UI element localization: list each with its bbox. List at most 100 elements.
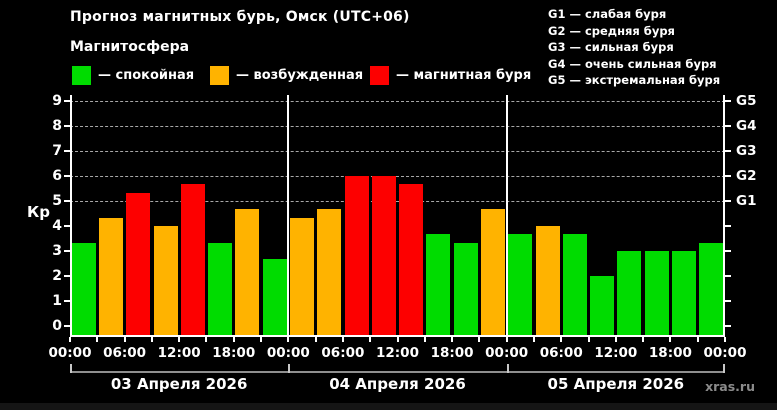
y-axis-tick xyxy=(64,300,70,302)
y-axis-tick xyxy=(64,325,70,327)
x-axis-minor-tick xyxy=(123,337,126,342)
date-axis-tick xyxy=(288,364,291,373)
kp-bar xyxy=(126,192,151,337)
x-axis-minor-tick xyxy=(314,337,317,342)
chart-title: Прогноз магнитных бурь, Омск (UTC+06) xyxy=(70,9,410,25)
kp-bar xyxy=(672,251,697,337)
kp-level-legend: — спокойная — возбужденная — магнитная бур… xyxy=(0,65,777,85)
y-axis-tick-label: 7 xyxy=(52,143,62,159)
kp-bar xyxy=(317,209,342,337)
y-axis-tick xyxy=(64,225,70,227)
y-axis-title: Кр xyxy=(27,203,50,221)
x-axis-minor-tick xyxy=(260,337,263,342)
legend-label: — возбужденная xyxy=(236,67,364,83)
x-axis-minor-tick xyxy=(232,337,235,342)
y-axis-tick xyxy=(64,125,70,127)
kp-bar xyxy=(617,251,642,337)
g-legend-item: G4 — очень сильная буря xyxy=(548,56,717,71)
y-axis-tick-label: 8 xyxy=(52,118,62,134)
y-axis-tick xyxy=(64,150,70,152)
x-axis-minor-tick xyxy=(614,337,617,342)
y-axis-tick xyxy=(64,200,70,202)
legend-swatch-excited xyxy=(210,65,229,85)
site-watermark: xras.ru xyxy=(705,379,755,394)
y-axis-tick-label: 3 xyxy=(52,243,62,259)
y-axis-tick xyxy=(725,200,731,202)
x-axis-tick-label: 00:00 xyxy=(48,345,92,361)
kp-bar xyxy=(562,234,587,337)
x-axis-tick-label: 12:00 xyxy=(594,345,638,361)
x-axis-tick-label: 06:00 xyxy=(103,345,147,361)
y-axis-tick xyxy=(64,250,70,252)
x-axis-minor-tick xyxy=(696,337,699,342)
date-label: 05 Апреля 2026 xyxy=(547,375,685,393)
kp-bar xyxy=(208,242,233,337)
g-legend-item: G1 — слабая буря xyxy=(548,7,667,21)
magnetosphere-label: Магнитосфера xyxy=(70,39,190,55)
x-axis-tick-label: 00:00 xyxy=(703,345,747,361)
x-axis-minor-tick xyxy=(205,337,208,342)
x-axis-minor-tick xyxy=(642,337,645,342)
x-axis-minor-tick xyxy=(669,337,672,342)
x-axis-tick-label: 12:00 xyxy=(157,345,201,361)
kp-bar xyxy=(262,259,287,337)
y-axis-tick xyxy=(725,125,731,127)
kp-bar xyxy=(235,209,260,337)
x-axis-tick-label: 00:00 xyxy=(485,345,529,361)
gridline-kp7 xyxy=(70,151,725,152)
kp-bar xyxy=(153,226,178,337)
y-axis-tick xyxy=(725,100,731,102)
g-scale-label-g1: G1 xyxy=(736,193,757,209)
date-label: 03 Апреля 2026 xyxy=(110,375,248,393)
x-axis-minor-tick xyxy=(369,337,372,342)
g-scale-label-g3: G3 xyxy=(736,143,757,159)
gridline-kp9 xyxy=(70,101,725,102)
y-axis-line-right xyxy=(723,95,725,337)
y-axis-tick xyxy=(725,175,731,177)
x-axis-minor-tick xyxy=(96,337,99,342)
kp-bar xyxy=(590,276,615,337)
x-axis-minor-tick xyxy=(451,337,454,342)
date-axis-tick xyxy=(70,364,72,373)
legend-label: — спокойная xyxy=(98,67,195,83)
day-separator xyxy=(287,95,290,337)
g-scale-legend: G1 — слабая буря G2 — средняя буря G3 — си… xyxy=(548,6,720,89)
x-axis-tick-label: 00:00 xyxy=(266,345,310,361)
kp-bar xyxy=(453,242,478,337)
kp-bar xyxy=(535,226,560,337)
y-axis-tick-label: 2 xyxy=(52,268,62,284)
kp-bar xyxy=(508,234,533,337)
y-axis-tick xyxy=(725,300,731,302)
x-axis-minor-tick xyxy=(178,337,181,342)
kp-bar xyxy=(399,184,424,337)
x-axis-line xyxy=(70,335,725,337)
kp-bar xyxy=(98,217,123,337)
x-axis-minor-tick xyxy=(341,337,344,342)
x-axis-minor-tick xyxy=(478,337,481,342)
x-axis-minor-tick xyxy=(587,337,590,342)
date-axis-tick xyxy=(506,364,509,373)
x-axis-minor-tick xyxy=(505,337,508,342)
g-scale-label-g5: G5 xyxy=(736,93,757,109)
y-axis-tick xyxy=(64,100,70,102)
legend-label: — магнитная буря xyxy=(396,67,532,83)
legend-swatch-storm xyxy=(370,65,389,85)
x-axis-minor-tick xyxy=(396,337,399,342)
g-legend-item: G3 — сильная буря xyxy=(548,40,674,54)
y-axis-tick xyxy=(64,175,70,177)
legend-item-excited: — возбужденная xyxy=(210,65,363,85)
g-legend-item: G2 — средняя буря xyxy=(548,23,675,38)
x-axis-minor-tick xyxy=(287,337,290,342)
gridline-kp5 xyxy=(70,201,725,202)
x-axis-minor-tick xyxy=(69,337,71,342)
y-axis-tick-label: 6 xyxy=(52,168,62,184)
gridline-kp6 xyxy=(70,176,725,177)
y-axis-tick xyxy=(64,275,70,277)
g-legend-item: G5 — экстремальная буря xyxy=(548,73,721,87)
y-axis-tick-label: 0 xyxy=(52,318,62,334)
y-axis-tick xyxy=(725,325,731,327)
y-axis-tick xyxy=(725,225,731,227)
kp-bar xyxy=(426,234,451,337)
kp-bar xyxy=(481,209,506,337)
day-separator xyxy=(505,95,508,337)
